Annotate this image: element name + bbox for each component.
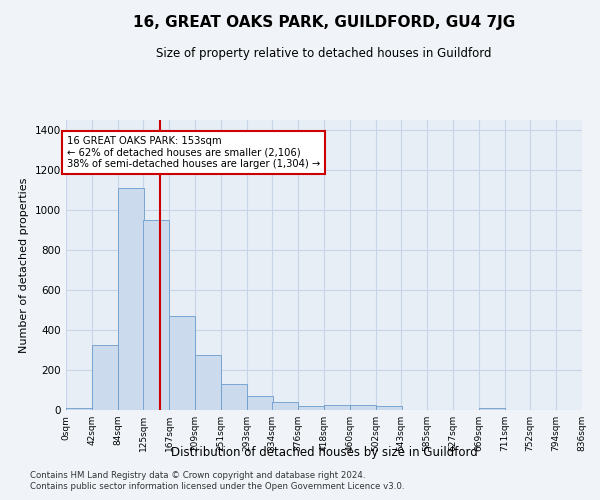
Bar <box>298 406 324 410</box>
Text: 16 GREAT OAKS PARK: 153sqm
← 62% of detached houses are smaller (2,106)
38% of s: 16 GREAT OAKS PARK: 153sqm ← 62% of deta… <box>67 136 320 169</box>
Y-axis label: Number of detached properties: Number of detached properties <box>19 178 29 352</box>
Bar <box>376 406 402 410</box>
Text: Size of property relative to detached houses in Guildford: Size of property relative to detached ho… <box>156 48 492 60</box>
Bar <box>272 402 298 410</box>
Bar <box>195 355 221 410</box>
Bar <box>479 408 505 410</box>
Bar <box>66 408 92 410</box>
Bar <box>247 396 273 410</box>
Text: Contains public sector information licensed under the Open Government Licence v3: Contains public sector information licen… <box>30 482 404 491</box>
Bar <box>324 405 350 410</box>
Text: 16, GREAT OAKS PARK, GUILDFORD, GU4 7JG: 16, GREAT OAKS PARK, GUILDFORD, GU4 7JG <box>133 15 515 30</box>
Bar <box>92 345 118 410</box>
Bar <box>350 405 376 410</box>
Text: Distribution of detached houses by size in Guildford: Distribution of detached houses by size … <box>170 446 478 459</box>
Bar <box>169 316 195 410</box>
Bar <box>143 220 169 410</box>
Text: Contains HM Land Registry data © Crown copyright and database right 2024.: Contains HM Land Registry data © Crown c… <box>30 470 365 480</box>
Bar <box>221 384 247 410</box>
Bar <box>118 188 144 410</box>
